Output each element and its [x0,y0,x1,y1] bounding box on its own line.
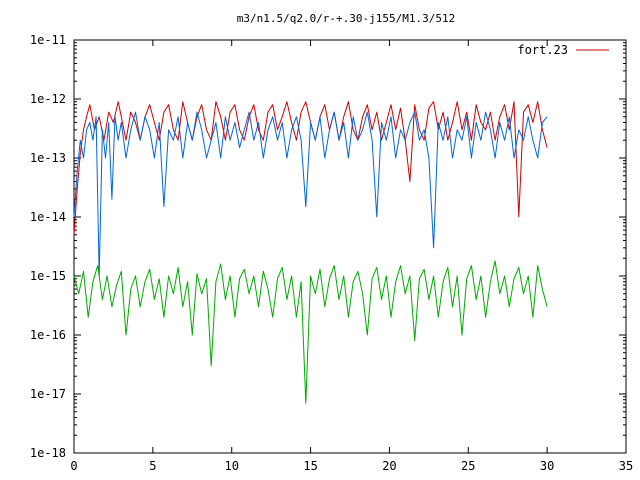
y-tick-label: 1e-12 [30,92,66,106]
y-tick-label: 1e-11 [30,33,66,47]
x-tick-label: 5 [149,459,156,473]
x-tick-label: 10 [224,459,238,473]
y-tick-label: 1e-18 [30,446,66,460]
x-tick-label: 30 [540,459,554,473]
legend-label: fort.23 [517,43,568,57]
x-tick-label: 35 [619,459,633,473]
x-tick-label: 25 [461,459,475,473]
x-tick-label: 20 [382,459,396,473]
y-tick-label: 1e-15 [30,269,66,283]
y-tick-label: 1e-14 [30,210,66,224]
y-tick-label: 1e-16 [30,328,66,342]
series-layer [73,101,548,404]
legend: fort.23 [517,43,609,57]
x-tick-label: 15 [303,459,317,473]
series-line-1 [73,111,548,277]
axes: 0 5 10 15 20 25 30 35 1e-18 1e-17 1e-16 1e-15 1e-14 1… [30,33,633,473]
y-tick-label: 1e-13 [30,151,66,165]
plot-border [73,39,627,454]
chart-title: m3/n1.5/q2.0/r-+.30-j155/M1.3/512 [237,12,456,25]
series-line-2 [73,260,548,404]
x-tick-label: 0 [70,459,77,473]
y-tick-label: 1e-17 [30,387,66,401]
series-line-0 [73,101,548,235]
